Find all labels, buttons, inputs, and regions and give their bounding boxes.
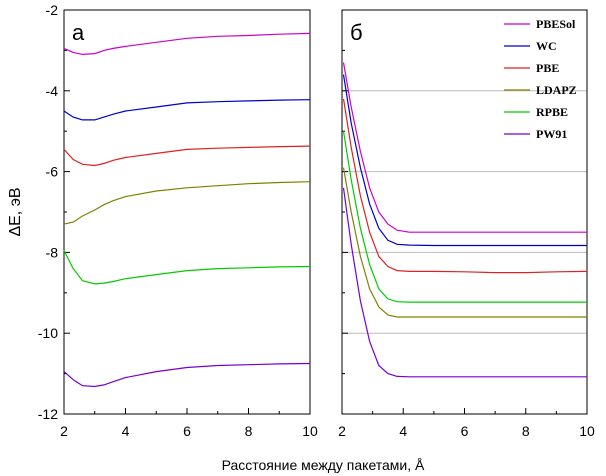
legend-label: RPBE <box>536 105 568 119</box>
y-tick-label: -10 <box>38 325 58 341</box>
panel-b-ticks: 2 4 6 8 10 <box>338 9 595 439</box>
y-tick-label: -2 <box>46 2 59 18</box>
series-line-pbesol <box>63 32 311 56</box>
x-tick-label: 10 <box>302 423 318 439</box>
series-line-rpbe <box>342 131 587 303</box>
panel-b-label: б <box>350 20 363 45</box>
series-line-ldapz <box>63 181 311 225</box>
x-tick-label: 4 <box>399 423 407 439</box>
series-line-pbe <box>63 145 311 167</box>
x-tick-label: 6 <box>183 423 191 439</box>
panel-b-grid <box>342 90 587 334</box>
x-tick-label: 8 <box>522 423 530 439</box>
y-tick-label: -12 <box>38 406 58 422</box>
series-line-ldapz <box>342 167 587 318</box>
series-line-pbe <box>342 98 588 274</box>
x-tick-label: 4 <box>122 423 130 439</box>
series-line-pw91 <box>342 187 587 378</box>
series-line-pw91 <box>63 362 311 388</box>
panel-a-lines <box>63 32 311 388</box>
legend-label: PBE <box>536 61 559 75</box>
series-line-rpbe <box>63 250 311 285</box>
x-tick-label: 8 <box>245 423 253 439</box>
series-line-wc <box>63 99 311 121</box>
x-tick-label: 6 <box>461 423 469 439</box>
series-line-wc <box>342 74 587 247</box>
legend-label: PBESol <box>536 17 576 31</box>
panel-a-frame <box>63 9 311 415</box>
x-tick-label: 2 <box>338 423 346 439</box>
legend-label: WC <box>536 39 557 53</box>
y-tick-label: -6 <box>46 164 59 180</box>
legend: PBESol WC PBE LDAPZ RPBE PW91 <box>504 17 577 141</box>
series-line-pbesol <box>342 62 587 233</box>
y-tick-label: -4 <box>46 83 59 99</box>
legend-label: LDAPZ <box>536 83 577 97</box>
panel-a-label: а <box>72 20 85 45</box>
x-tick-label: 2 <box>60 423 68 439</box>
y-axis-label: ΔE, эВ <box>7 187 24 236</box>
panel-b-lines <box>342 62 588 378</box>
y-tick-label: -8 <box>46 244 59 260</box>
x-tick-label: 10 <box>579 423 595 439</box>
panel-a-ticks: 2 4 6 8 10 -2 -4 -6 -8 -10 -12 <box>38 2 318 439</box>
x-axis-label: Расстояние между пакетами, Å <box>222 457 425 473</box>
legend-label: PW91 <box>536 127 567 141</box>
